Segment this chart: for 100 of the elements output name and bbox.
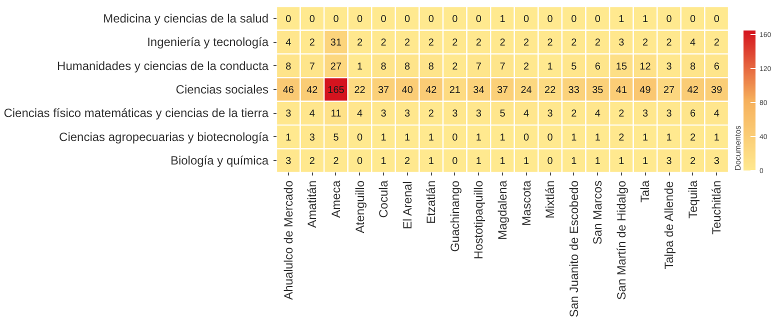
data-label: 37 (496, 85, 508, 96)
x-tick-label: Hostotipaquillo (472, 180, 486, 260)
data-label: 2 (618, 108, 625, 120)
data-label: 0 (690, 14, 696, 25)
data-label: 1 (428, 132, 434, 144)
data-label: 2 (333, 156, 340, 168)
data-label: 0 (286, 14, 292, 25)
x-tick-label: Teuchitlán (710, 180, 724, 235)
data-label: 1 (594, 132, 601, 144)
x-tick-label: Magdalena (496, 180, 510, 240)
data-label: 4 (356, 108, 363, 120)
data-label: 8 (428, 61, 434, 72)
data-label: 3 (380, 108, 387, 120)
data-label: 5 (333, 132, 340, 144)
data-label: 1 (714, 132, 720, 144)
data-label: 1 (618, 14, 625, 25)
data-label: 33 (568, 85, 580, 96)
data-label: 15 (616, 61, 628, 72)
data-label: 2 (714, 38, 720, 49)
data-label: 0 (452, 132, 458, 144)
x-tick-label: Mixtlán (543, 180, 558, 219)
data-label: 3 (714, 156, 720, 168)
data-label: 4 (524, 108, 530, 120)
data-label: 4 (309, 108, 316, 120)
data-label: 0 (309, 14, 316, 25)
data-label: 0 (452, 156, 458, 168)
data-label: 1 (476, 132, 482, 144)
data-label: 3 (286, 156, 292, 168)
data-label: 1 (476, 156, 482, 168)
data-label: 2 (404, 156, 411, 168)
data-label: 2 (428, 38, 434, 49)
data-label: 2 (309, 38, 316, 49)
data-label: 7 (309, 61, 316, 72)
data-label: 39 (711, 85, 723, 96)
data-label: 37 (378, 85, 390, 96)
data-label: 5 (500, 108, 506, 120)
x-tick-label: Guachinango (448, 180, 462, 252)
data-label: 1 (571, 132, 578, 144)
data-label: 34 (473, 85, 485, 96)
data-label: 3 (666, 108, 672, 120)
data-label: 2 (571, 108, 578, 120)
data-label: 6 (690, 108, 696, 120)
data-label: 2 (666, 38, 672, 49)
data-label: 2 (452, 38, 458, 49)
data-label: 27 (663, 85, 676, 96)
x-tick-label: San Martín de Hidalgo (614, 180, 628, 300)
data-label: 0 (476, 14, 482, 25)
data-label: 3 (618, 38, 625, 49)
data-label: 1 (356, 61, 363, 72)
y-tick-label: Humanidades y ciencias de la conducta (57, 58, 269, 73)
data-label: 2 (642, 38, 648, 49)
x-tick-label: Cocula (376, 180, 391, 218)
y-tick-label: Ingeniería y tecnología (147, 35, 269, 50)
data-label: 21 (449, 85, 461, 96)
x-tick-label: El Arenal (400, 181, 414, 230)
data-label: 0 (356, 156, 363, 168)
data-label: 22 (544, 85, 556, 96)
y-tick-label: Ciencias físico matemáticas y ciencias de la tierra (4, 106, 269, 120)
data-label: 0 (356, 132, 363, 144)
data-label: 4 (690, 38, 696, 49)
data-label: 2 (452, 61, 458, 72)
data-label: 3 (642, 108, 648, 120)
data-label: 42 (687, 85, 699, 96)
data-label: 0 (404, 14, 411, 25)
data-label: 1 (642, 14, 648, 25)
x-tick-label: Mascota (519, 180, 534, 226)
data-label: 0 (524, 132, 530, 144)
data-label: 2 (547, 38, 554, 49)
data-label: 1 (286, 132, 292, 144)
data-label: 5 (571, 61, 578, 72)
x-tick-label: Atenguillo (352, 180, 367, 234)
x-tick-label: San Marcos (590, 180, 605, 245)
x-tick-label: Tequila (686, 180, 700, 219)
data-label: 2 (404, 38, 411, 49)
x-tick-label: Ameca (328, 180, 343, 218)
data-label: 27 (330, 61, 342, 72)
data-label: 4 (714, 108, 720, 120)
data-label: 1 (594, 156, 601, 168)
data-label: 2 (476, 38, 482, 49)
x-tick-label: Etzatlán (424, 180, 438, 224)
data-label: 3 (309, 132, 316, 144)
data-label: 8 (404, 61, 411, 72)
data-label: 2 (309, 156, 316, 168)
data-label: 1 (380, 156, 387, 168)
data-label: 46 (282, 85, 294, 96)
data-label: 3 (666, 61, 672, 72)
data-label: 8 (286, 61, 292, 72)
data-label: 1 (380, 132, 387, 144)
data-label: 0 (524, 14, 530, 25)
data-label: 6 (714, 61, 720, 72)
data-label: 24 (520, 85, 532, 96)
data-label: 3 (666, 156, 672, 168)
data-label: 0 (666, 14, 672, 25)
x-tick-label: San Juanito de Escobedo (566, 180, 581, 318)
data-label: 0 (380, 14, 387, 25)
data-label: 2 (524, 61, 530, 72)
data-label: 165 (328, 85, 345, 96)
data-label: 0 (594, 14, 601, 25)
y-tick-label: Biología y química (170, 154, 269, 168)
data-label: 3 (452, 108, 458, 120)
